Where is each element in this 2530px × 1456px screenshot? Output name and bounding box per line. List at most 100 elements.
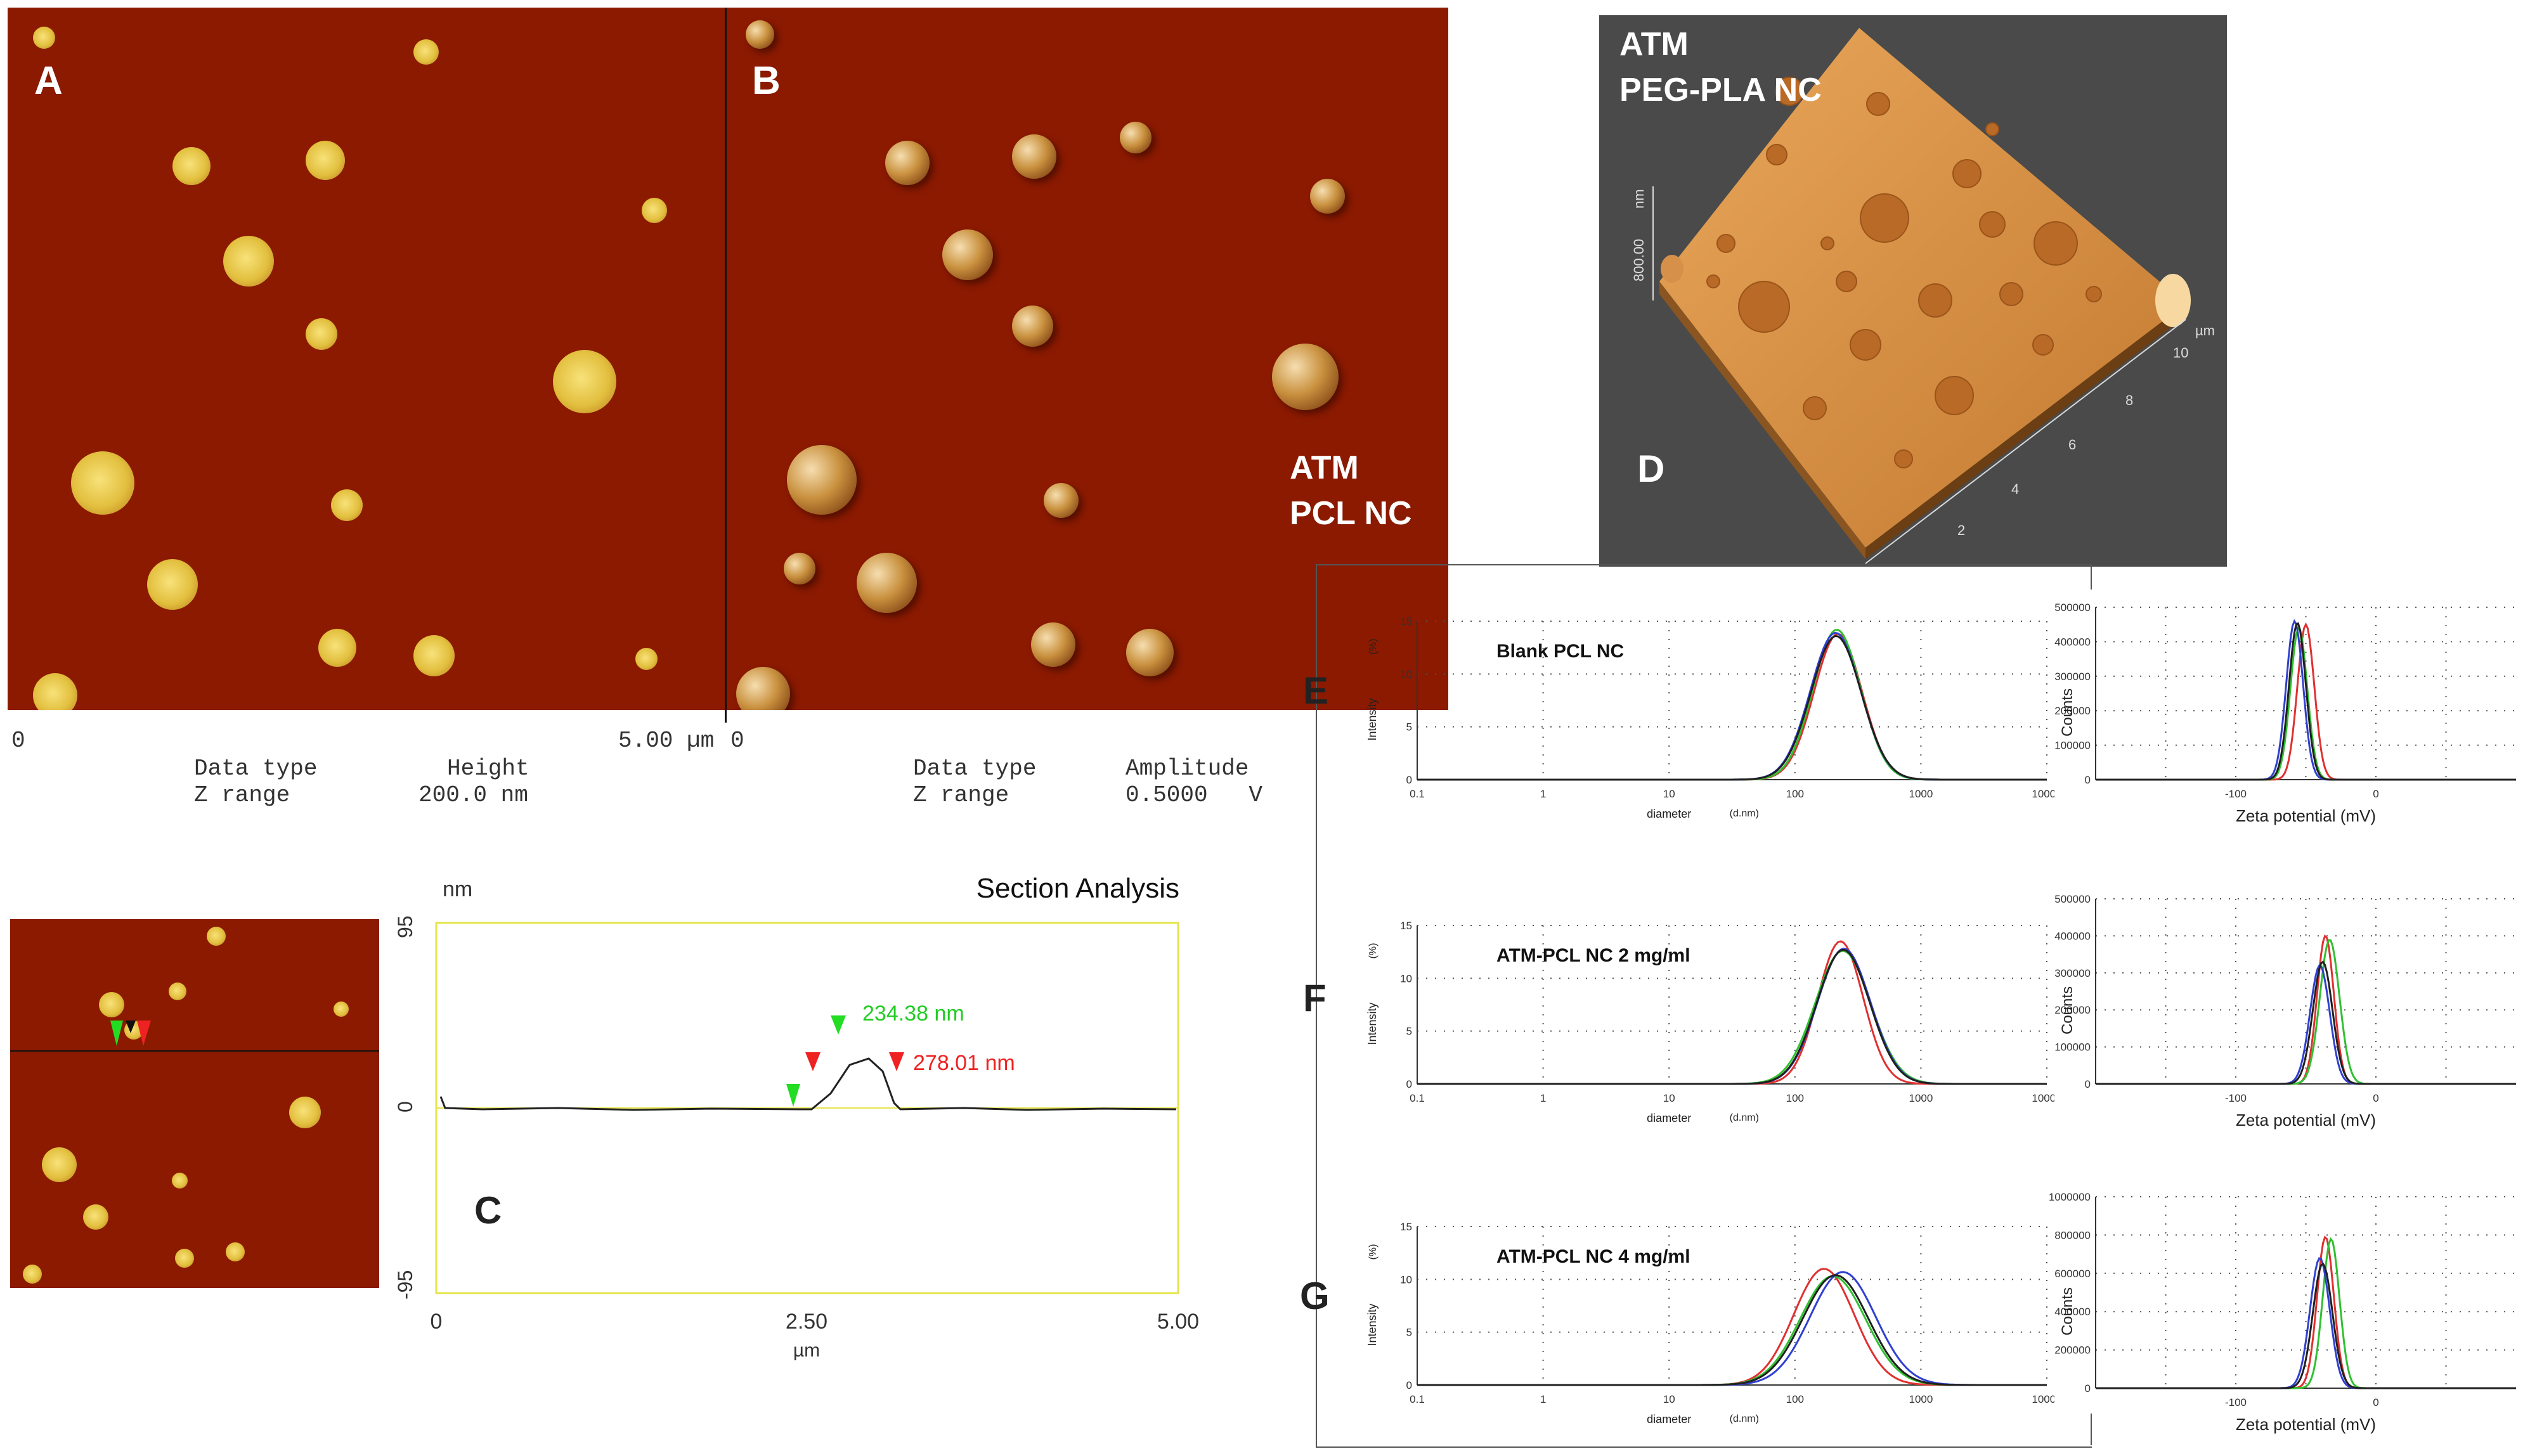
- y-tick-label: 5: [1406, 1327, 1412, 1339]
- marker-red-left: [805, 1052, 821, 1071]
- chart-title: Blank PCL NC: [1496, 641, 1624, 662]
- dls-frame-right-top: [2091, 564, 2092, 589]
- panel-letter-f: F: [1303, 977, 1327, 1019]
- section-profile: [439, 1057, 1177, 1111]
- particle: [172, 1173, 188, 1189]
- x-axis-label: Zeta potential (mV): [2236, 1415, 2376, 1434]
- particle: [71, 451, 134, 515]
- particle: [746, 20, 774, 49]
- chart-title: ATM-PCL NC 2 mg/ml: [1496, 945, 1690, 966]
- series-line-run4: [2096, 1262, 2516, 1389]
- x-tick-label: 1: [1540, 788, 1546, 800]
- y-tick-label: 10: [1400, 1273, 1412, 1285]
- y-tick-label: 5: [1406, 721, 1412, 733]
- series-line-run1: [1417, 1268, 2047, 1386]
- x-axis-unit: (d.nm): [1730, 808, 1759, 819]
- series-line-run3: [1417, 1271, 2047, 1386]
- x-tick-0: 0: [431, 1310, 443, 1334]
- particle: [885, 141, 930, 185]
- zeta-chart-f: 0 100000 200000 300000 400000 500000 -100 0 Coun…: [2054, 893, 2516, 1130]
- z-value: 800.00: [1631, 239, 1647, 281]
- afm-3d-surface: 800.00 nm 2 4 6 8 10 µm: [1631, 28, 2215, 564]
- particle: [83, 1204, 108, 1230]
- particle: [784, 553, 815, 584]
- series-line-run2: [1417, 1275, 2047, 1386]
- y-tick-label: 15: [1400, 920, 1412, 932]
- section-unit: nm: [443, 877, 472, 901]
- particle: [1310, 179, 1345, 214]
- zeta-chart-e: 0 100000 200000 300000 400000 500000 -100 0 Coun…: [2054, 602, 2516, 825]
- particle: [1012, 306, 1053, 347]
- series-line-run4: [1417, 1274, 2047, 1386]
- x-tick-label: 1000: [1909, 788, 1933, 800]
- red-marker-label: 278.01 nm: [913, 1051, 1015, 1075]
- particle: [1044, 483, 1079, 518]
- y-tick-label: 400000: [2054, 1306, 2091, 1318]
- panel-b-label-line1: ATM: [1290, 449, 1359, 486]
- size-chart-g: 0 5 10 15 0.1 1 10 100 1000 10000 ATM-PCL NC 4 mg/…: [1366, 1221, 2054, 1426]
- series-line-run4: [1417, 948, 2047, 1085]
- section-thumbnail: [10, 919, 379, 1288]
- panel-letter-d: D: [1637, 448, 1665, 490]
- y-axis-unit: (%): [1368, 1244, 1379, 1260]
- particle: [413, 635, 455, 676]
- y-tick-label: 0: [1406, 1379, 1412, 1391]
- zeta-chart-g: 0 200000 400000 600000 800000 1000000 -100 0 Cou…: [2049, 1191, 2516, 1434]
- tick-2: 2: [1957, 522, 1965, 538]
- x-tick-label: 1: [1540, 1092, 1546, 1104]
- particle: [99, 992, 124, 1017]
- y-tick-neg95: -95: [394, 1270, 417, 1299]
- surface-side-left: [1659, 281, 1865, 559]
- z-axis-label: 800.00 nm: [1631, 189, 1647, 281]
- x-tick-label: 10: [1663, 1092, 1675, 1104]
- dls-frame-right-bottom: [2091, 1414, 2092, 1445]
- y-axis-label: Counts: [2059, 986, 2076, 1034]
- particle: [1031, 622, 1075, 667]
- x-tick-label: -100: [2225, 1092, 2247, 1104]
- y-tick-label: 0: [2085, 1382, 2091, 1395]
- particle: [642, 198, 667, 223]
- a-data-type-value: Height: [447, 756, 529, 782]
- panel-letter-b: B: [752, 59, 781, 103]
- y-tick-0: 0: [394, 1101, 417, 1112]
- tick-10: 10: [2173, 345, 2188, 361]
- y-tick-label: 0: [1406, 774, 1412, 786]
- y-tick-label: 1000000: [2049, 1191, 2091, 1203]
- particle: [318, 629, 356, 667]
- y-tick-label: 100000: [2054, 1041, 2091, 1053]
- x-axis-label: Zeta potential (mV): [2236, 806, 2376, 825]
- y-tick-label: 400000: [2054, 930, 2091, 942]
- green-marker-label: 234.38 nm: [862, 1002, 964, 1026]
- x-axis-label: diameter: [1647, 1112, 1691, 1124]
- particle: [635, 648, 658, 670]
- a-z-range-label: Z range: [194, 782, 290, 808]
- y-tick-label: 0: [2085, 774, 2091, 786]
- a-data-type-label: Data type: [194, 756, 318, 782]
- particle: [942, 229, 993, 280]
- panel-letter-e: E: [1303, 669, 1329, 712]
- xy-unit: µm: [2195, 323, 2215, 338]
- series-line-run2: [1417, 950, 2047, 1085]
- surface-particles: [1706, 77, 2102, 468]
- y-tick-label: 400000: [2054, 636, 2091, 648]
- afm-image-b: B ATM PCL NC: [727, 8, 1448, 710]
- series-line-run3: [1417, 948, 2047, 1085]
- ab-divider: [725, 8, 727, 723]
- b-data-type-label: Data type: [913, 756, 1037, 782]
- y-tick-label: 15: [1400, 615, 1412, 628]
- particle: [223, 236, 274, 287]
- x-tick-label: 10000: [2032, 788, 2054, 800]
- y-axis-label: Intensity: [1366, 1303, 1379, 1346]
- x-tick-label: 1: [1540, 1393, 1546, 1405]
- dls-frame: [1316, 564, 2092, 1448]
- y-tick-95: 95: [394, 915, 417, 938]
- y-tick-label: 100000: [2054, 740, 2091, 752]
- y-axis-label: Counts: [2059, 688, 2076, 737]
- marker-green-top: [831, 1015, 846, 1034]
- x-tick-250: 2.50: [786, 1310, 827, 1334]
- particle: [553, 350, 616, 413]
- y-tick-label: 300000: [2054, 671, 2091, 683]
- section-analysis-chart: nm Section Analysis 95 0 -95 234.38 nm 2…: [394, 873, 1199, 1361]
- surface-corner-spike: [1661, 255, 1683, 283]
- panel-letter-g: G: [1300, 1275, 1330, 1317]
